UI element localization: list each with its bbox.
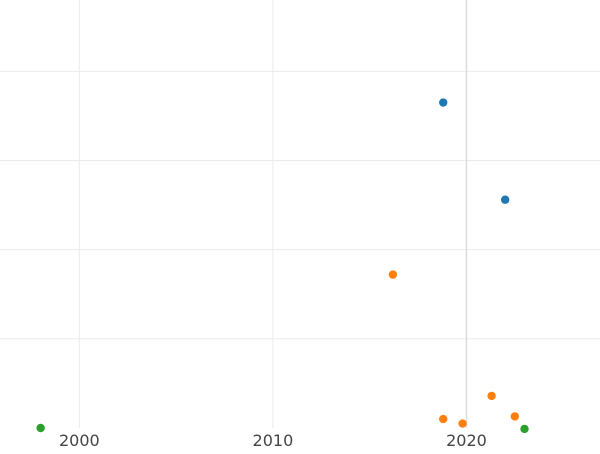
point-blue-0: [439, 98, 448, 107]
x-tick-layer: 2000 2010 2020: [59, 431, 487, 450]
x-tick-label-0: 2000: [59, 431, 100, 450]
x-tick-label-1: 2010: [253, 431, 294, 450]
point-orange-3: [439, 414, 448, 424]
point-orange-4: [458, 419, 467, 428]
grid-layer: [0, 0, 600, 428]
point-blue-1: [500, 195, 510, 204]
point-orange-0: [388, 270, 398, 279]
point-green-0: [36, 423, 45, 433]
point-orange-1: [487, 391, 496, 401]
points-layer: [36, 98, 529, 434]
point-orange-2: [510, 412, 520, 421]
x-tick-label-2: 2020: [446, 431, 487, 450]
point-green-1: [520, 424, 529, 434]
